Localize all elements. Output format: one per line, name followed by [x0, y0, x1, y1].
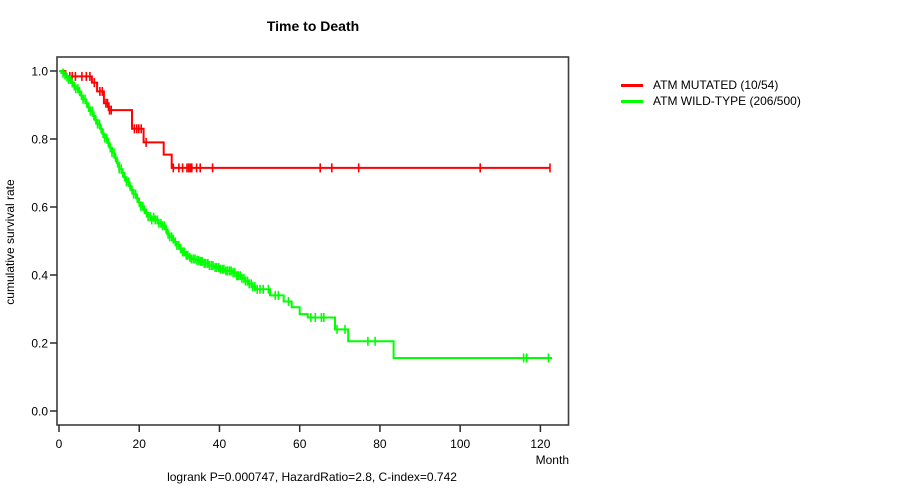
legend-label-mutated: ATM MUTATED (10/54) — [653, 78, 779, 92]
legend-swatch-wild-type — [621, 99, 643, 103]
x-tick-label: 0 — [56, 437, 63, 451]
x-tick-label: 40 — [213, 437, 227, 451]
curve-atm-mutated — [59, 70, 550, 169]
legend-item-atm-wild-type: ATM WILD-TYPE (206/500) — [621, 94, 801, 110]
stats-annotation: logrank P=0.000747, HazardRatio=2.8, C-i… — [167, 470, 457, 484]
y-tick-label: 1.0 — [31, 65, 48, 79]
legend-swatch-mutated — [621, 84, 643, 88]
legend-label-wild-type: ATM WILD-TYPE (206/500) — [653, 93, 801, 108]
y-tick-label: 0.2 — [31, 337, 48, 351]
x-tick-label: 80 — [373, 437, 387, 451]
x-tick-label: 100 — [450, 437, 470, 451]
legend-item-atm-mutated: ATM MUTATED (10/54) — [621, 78, 801, 94]
y-tick-label: 0.8 — [31, 133, 48, 147]
x-tick-label: 120 — [530, 437, 550, 451]
y-tick-label: 0.6 — [31, 201, 48, 215]
chart-title: Time to Death — [267, 18, 359, 34]
x-axis-unit-label: Month — [536, 453, 569, 467]
y-axis-label: cumulative survival rate — [3, 179, 17, 305]
x-tick-label: 60 — [293, 437, 307, 451]
legend: ATM MUTATED (10/54) ATM WILD-TYPE (206/5… — [621, 78, 801, 109]
x-tick-label: 20 — [133, 437, 147, 451]
plot-box — [56, 56, 570, 426]
survival-curves — [59, 68, 552, 363]
y-tick-label: 0.0 — [31, 405, 48, 419]
y-tick-label: 0.4 — [31, 269, 48, 283]
axis-ticks: 0 20 40 60 80 100 120 0.0 0.2 0.4 0.6 0.8 1.0 — [31, 65, 550, 452]
